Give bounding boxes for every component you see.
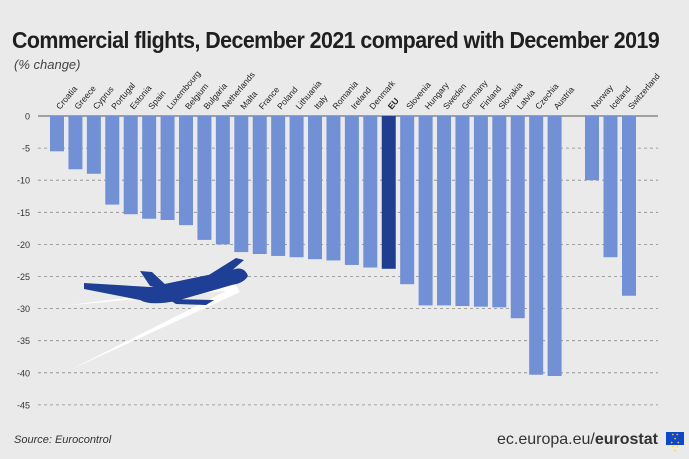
- x-tick-label: EU: [386, 96, 401, 111]
- y-tick-label: -10: [17, 176, 30, 186]
- bar-norway: [585, 116, 599, 181]
- bar-finland: [473, 116, 488, 307]
- bar-hungary: [418, 116, 433, 306]
- brand-domain: ec.europa.eu/: [497, 431, 595, 448]
- y-tick-label: -25: [17, 272, 30, 282]
- source-note: Source: Eurocontrol: [14, 434, 112, 446]
- bar-italy: [308, 116, 323, 260]
- bars: [50, 116, 636, 377]
- bar-lithuania: [289, 116, 304, 258]
- bar-greece: [68, 116, 83, 170]
- bar-cyprus: [86, 116, 101, 174]
- chart-title: Commercial flights, December 2021 compar…: [12, 27, 660, 53]
- y-tick-label: -40: [17, 368, 30, 378]
- bar-denmark: [363, 116, 378, 268]
- y-tick-label: 0: [25, 112, 30, 122]
- bar-chart: 0 -5 -10 -15 -20 -25 -30 -35 -40 -45 CroatiaGreec…: [17, 68, 662, 411]
- eu-flag-icon: ✦ ✦ ✦ ✦ ✦ ✦ ✦ ✦: [666, 432, 684, 453]
- bar-czechia: [529, 116, 544, 375]
- y-axis-ticks: 0 -5 -10 -15 -20 -25 -30 -35 -40 -45: [17, 112, 30, 411]
- airplane-illustration: [62, 258, 248, 370]
- plane-icon: [84, 258, 248, 305]
- bar-eu: [381, 116, 396, 269]
- bar-portugal: [105, 116, 120, 205]
- bar-luxembourg: [160, 116, 175, 221]
- y-tick-label: -30: [17, 304, 30, 314]
- contrail-lower: [70, 286, 240, 370]
- y-tick-label: -15: [17, 208, 30, 218]
- bar-spain: [142, 116, 157, 219]
- bar-austria: [547, 116, 562, 377]
- bar-estonia: [123, 116, 138, 215]
- bar-slovakia: [492, 116, 507, 308]
- bar-poland: [271, 116, 286, 256]
- bar-sweden: [437, 116, 452, 306]
- bar-iceland: [603, 116, 618, 258]
- bar-netherlands: [215, 116, 230, 245]
- bar-germany: [455, 116, 470, 307]
- bar-france: [252, 116, 267, 255]
- bar-slovenia: [400, 116, 415, 285]
- bar-malta: [234, 116, 249, 253]
- bar-croatia: [50, 116, 64, 152]
- y-tick-label: -45: [17, 400, 30, 410]
- bar-latvia: [510, 116, 525, 319]
- y-tick-label: -5: [22, 144, 30, 154]
- y-tick-label: -35: [17, 336, 30, 346]
- y-tick-label: -20: [17, 240, 30, 250]
- bar-bulgaria: [197, 116, 212, 240]
- bar-ireland: [344, 116, 359, 265]
- bar-switzerland: [622, 116, 636, 296]
- bar-romania: [326, 116, 341, 261]
- chart-subtitle: (% change): [14, 57, 81, 72]
- bar-belgium: [179, 116, 194, 226]
- x-axis-labels: CroatiaGreeceCyprusPortugalEstoniaSpainL…: [54, 68, 662, 111]
- brand-name: eurostat: [594, 431, 658, 448]
- eurostat-link[interactable]: ec.europa.eu/eurostat: [497, 431, 658, 449]
